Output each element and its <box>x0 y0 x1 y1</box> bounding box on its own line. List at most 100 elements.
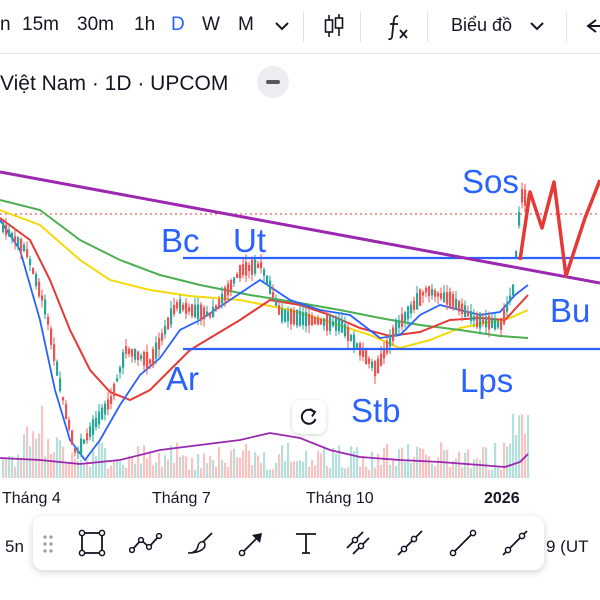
volume-bar <box>272 469 275 478</box>
volume-bar <box>239 457 242 478</box>
volume-bar <box>59 439 62 478</box>
candle-body <box>254 259 257 274</box>
volume-bar <box>236 457 239 478</box>
volume-bar <box>446 449 449 478</box>
chevron-down-icon[interactable] <box>266 10 298 42</box>
volume-bar <box>212 460 215 478</box>
volume-bar <box>479 460 482 478</box>
drag-handle-icon[interactable] <box>41 533 55 555</box>
candle-body <box>149 359 152 364</box>
candle-body <box>122 352 125 368</box>
volume-bar <box>518 415 521 478</box>
volume-bar <box>512 413 515 478</box>
volume-bar <box>83 464 86 478</box>
volume-bar <box>68 461 71 478</box>
candle-body <box>419 289 422 306</box>
candle-body <box>173 304 176 315</box>
volume-bar <box>302 461 305 478</box>
candle-body <box>320 318 323 325</box>
candle-body <box>506 303 509 312</box>
candle-body <box>335 317 338 331</box>
candle-body <box>494 318 497 330</box>
text-tool-icon[interactable] <box>291 528 321 558</box>
candle-body <box>491 318 494 328</box>
candle-body <box>392 327 395 342</box>
candle-body <box>242 264 245 275</box>
volume-bar <box>419 447 422 478</box>
volume-bar <box>326 465 329 478</box>
volume-bar <box>392 460 395 478</box>
brush-tool-icon[interactable] <box>185 528 215 558</box>
candle-body <box>23 244 26 252</box>
candlestick-icon[interactable] <box>318 10 350 42</box>
polyline-tool-icon[interactable] <box>129 528 167 558</box>
chevron-down-icon[interactable] <box>521 10 553 42</box>
candle-body <box>2 222 5 232</box>
volume-bar <box>155 462 158 478</box>
candle-body <box>137 351 140 360</box>
candle-body <box>146 351 149 369</box>
timezone-label[interactable]: 9 (UT <box>546 537 589 556</box>
rectangle-tool-icon[interactable] <box>77 528 107 558</box>
candle-body <box>317 317 320 325</box>
collapse-legend-button[interactable] <box>257 66 289 98</box>
ma-red-line <box>0 217 529 402</box>
candle-body <box>11 232 14 240</box>
candle-body <box>158 338 161 350</box>
volume-bar <box>203 453 206 478</box>
volume-bar <box>104 448 107 478</box>
volume-bar <box>395 466 398 478</box>
candle-body <box>272 292 275 298</box>
trend-line-tool-icon[interactable] <box>448 528 478 558</box>
candle-body <box>140 355 143 359</box>
timeframe-m[interactable]: M <box>238 14 254 35</box>
ray-tool-icon[interactable] <box>395 528 425 558</box>
volume-bar <box>101 442 104 478</box>
timeframe-partial[interactable]: n <box>0 14 11 35</box>
candle-body <box>374 361 377 377</box>
candle-body <box>125 346 128 354</box>
volume-bar <box>266 469 269 478</box>
candle-body <box>431 289 434 296</box>
candle-body <box>167 317 170 330</box>
candle-body <box>386 340 389 354</box>
undo-arrow-icon[interactable] <box>578 10 600 42</box>
candle-body <box>302 312 305 326</box>
fx-indicator-icon[interactable] <box>382 10 414 42</box>
candle-body <box>236 274 239 278</box>
timeframe-1h[interactable]: 1h <box>134 14 156 35</box>
toolbar-divider <box>360 12 361 42</box>
timeframe-15m[interactable]: 15m <box>22 14 59 35</box>
price-chart[interactable] <box>0 100 600 485</box>
volume-bar <box>131 457 134 478</box>
candle-body <box>8 229 11 237</box>
reset-chart-button[interactable] <box>292 400 326 434</box>
candle-body <box>233 277 236 284</box>
timeframe-w[interactable]: W <box>202 14 220 35</box>
candle-body <box>455 298 458 310</box>
candle-body <box>182 304 185 310</box>
extended-line-tool-icon[interactable] <box>500 528 530 558</box>
volume-bar <box>182 455 185 478</box>
timeframe-d[interactable]: D <box>171 14 185 35</box>
candle-body <box>98 411 101 425</box>
candle-body <box>323 318 326 326</box>
candle-body <box>395 320 398 336</box>
candle-body <box>296 309 299 326</box>
parallel-channel-tool-icon[interactable] <box>343 528 373 558</box>
candle-body <box>209 312 212 318</box>
candle-body <box>362 349 365 357</box>
volume-bar <box>173 463 176 478</box>
volume-bar <box>122 465 125 478</box>
candle-body <box>245 261 248 276</box>
timeframe-30m[interactable]: 30m <box>77 14 114 35</box>
candle-body <box>215 305 218 310</box>
price-candles <box>2 182 530 460</box>
arrow-tool-icon[interactable] <box>237 528 267 558</box>
candle-body <box>29 258 32 266</box>
volume-bar <box>113 461 116 478</box>
toolbar-divider <box>566 12 567 42</box>
chart-type-label[interactable]: Biểu đồ <box>451 15 513 35</box>
candle-body <box>521 188 524 203</box>
volume-bar <box>161 466 164 478</box>
